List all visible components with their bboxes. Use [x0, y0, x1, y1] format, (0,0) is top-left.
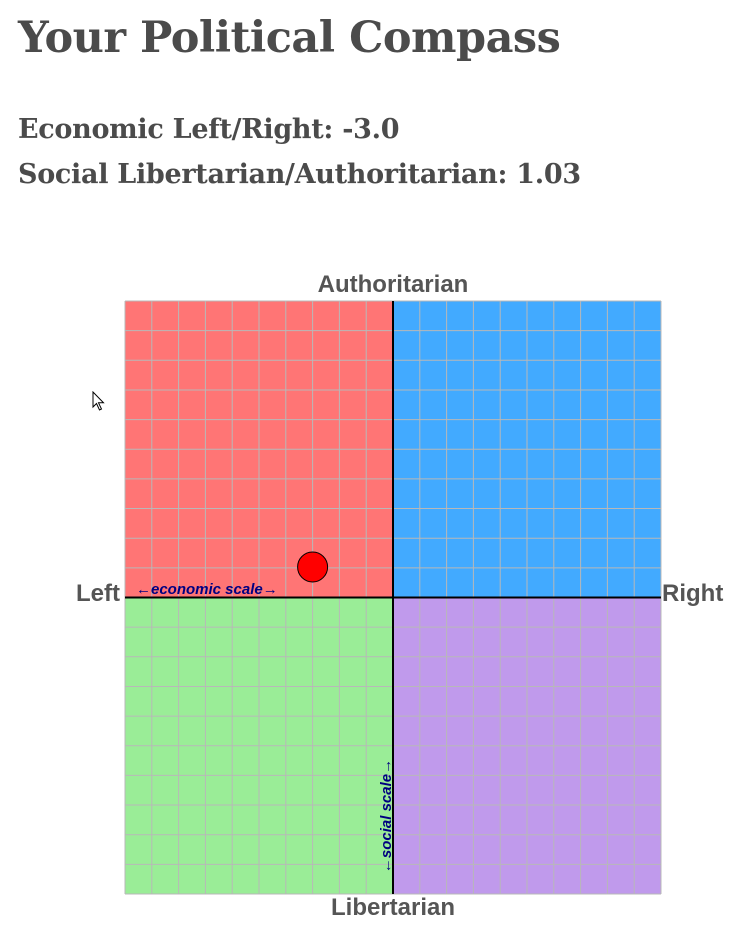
axis-label-left: Left — [76, 580, 120, 607]
user-position-marker — [297, 551, 329, 583]
mouse-pointer-icon — [92, 391, 105, 411]
economic-scale-annotation: ←economic scale→ — [136, 581, 278, 598]
axes — [125, 301, 661, 894]
economic-score: Economic Left/Right: -3.0 — [18, 112, 399, 148]
social-score-value: 1.03 — [516, 159, 581, 190]
social-score-label: Social Libertarian/Authoritarian: — [18, 159, 508, 190]
data-points — [297, 551, 329, 583]
page-title: Your Political Compass — [18, 13, 561, 63]
social-score: Social Libertarian/Authoritarian: 1.03 — [18, 157, 581, 193]
economic-score-value: -3.0 — [342, 114, 400, 145]
axis-label-right: Right — [662, 580, 723, 607]
axis-label-libertarian: Libertarian — [331, 894, 455, 921]
axis-label-authoritarian: Authoritarian — [318, 271, 469, 298]
social-scale-annotation: ←social scale→ — [378, 759, 395, 873]
economic-score-label: Economic Left/Right: — [18, 114, 334, 145]
